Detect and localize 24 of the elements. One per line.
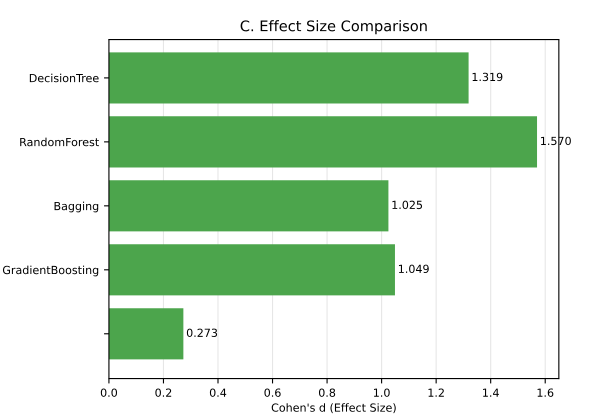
data-label: 0.273: [186, 328, 218, 338]
chart-title: C. Effect Size Comparison: [240, 20, 427, 34]
y-tick-label: DecisionTree: [30, 74, 99, 82]
x-tick-label: 0.6: [264, 388, 281, 397]
data-label: 1.319: [472, 72, 502, 82]
x-tick-label: 0.4: [210, 388, 226, 397]
x-tick-label: 1.4: [483, 388, 499, 397]
y-tick-label: Bagging: [54, 202, 98, 212]
data-label: 1.025: [392, 200, 422, 210]
x-tick-label: 0.8: [318, 388, 336, 397]
bar: [108, 116, 538, 168]
x-tick-label: 1.6: [538, 388, 554, 397]
bar: [108, 308, 184, 360]
bar: [108, 52, 469, 104]
x-tick-label: 0.0: [100, 388, 118, 397]
y-tick-label: GradientBoosting: [2, 266, 98, 276]
y-tick-label: RandomForest: [20, 138, 99, 146]
bar: [108, 244, 395, 296]
x-tick-label: 1.2: [428, 388, 444, 397]
data-label: 1.049: [398, 264, 429, 274]
bar: [108, 180, 388, 232]
x-tick-label: 1.0: [374, 388, 390, 397]
x-tick-label: 0.2: [155, 388, 172, 397]
x-axis-title: Cohen's d (Effect Size): [272, 403, 396, 414]
